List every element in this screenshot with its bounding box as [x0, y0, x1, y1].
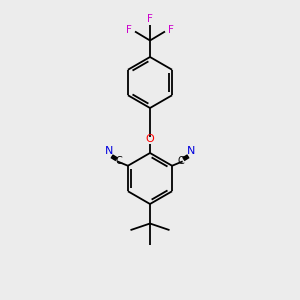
Text: O: O	[146, 134, 154, 144]
Text: N: N	[105, 146, 113, 156]
Text: C: C	[178, 155, 184, 166]
Text: N: N	[187, 146, 195, 156]
Text: F: F	[126, 25, 132, 35]
Text: C: C	[116, 155, 122, 166]
Text: F: F	[147, 14, 153, 24]
Text: F: F	[168, 25, 174, 35]
